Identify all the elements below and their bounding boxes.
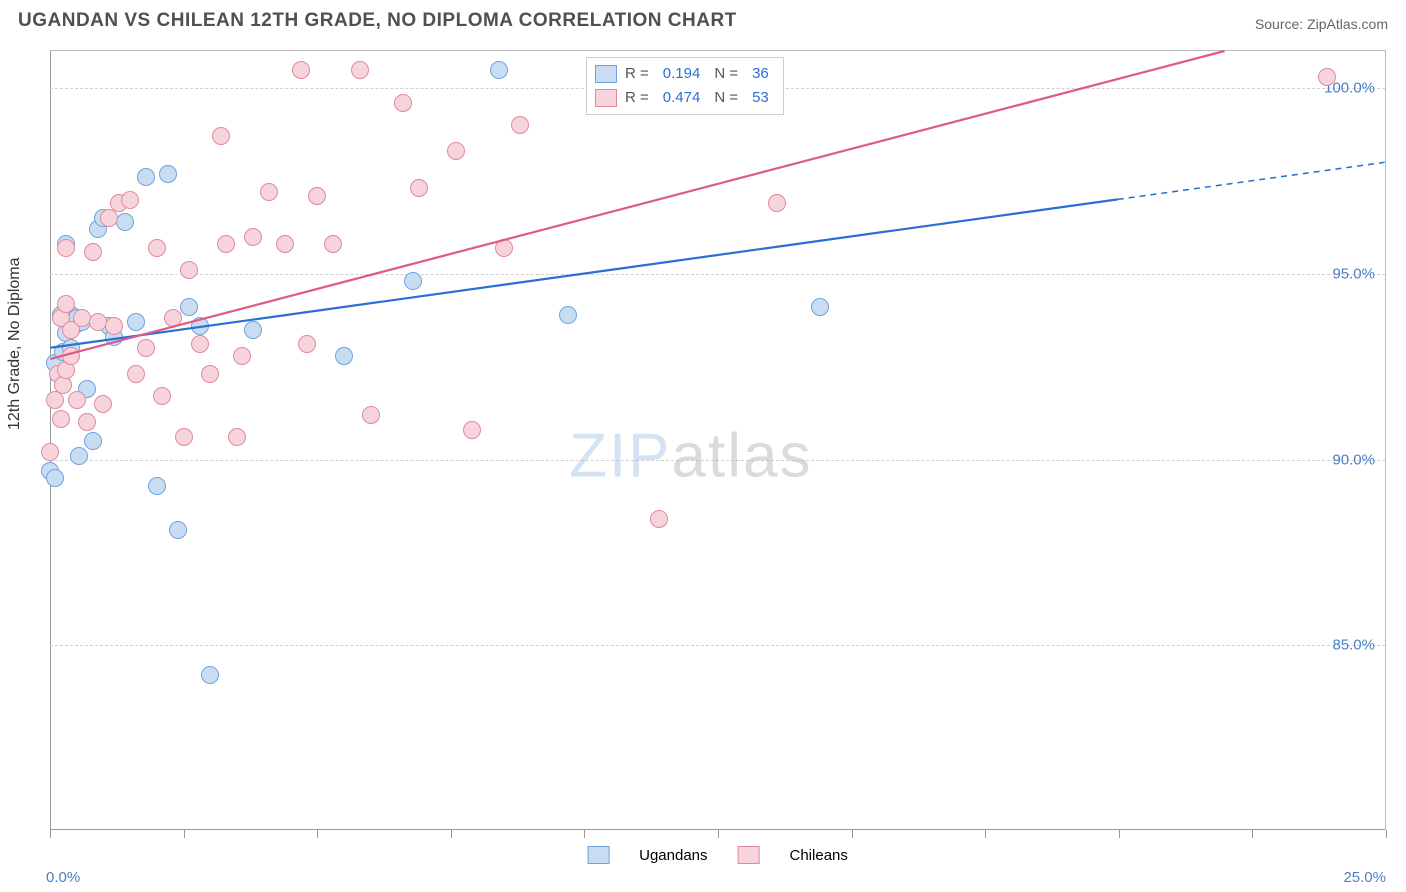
x-tick bbox=[317, 830, 318, 838]
n-label: N = bbox=[714, 62, 738, 86]
chart-title: UGANDAN VS CHILEAN 12TH GRADE, NO DIPLOM… bbox=[18, 10, 737, 32]
x-tick bbox=[584, 830, 585, 838]
n-value-chileans: 53 bbox=[752, 86, 769, 110]
stats-legend: R = 0.194 N = 36 R = 0.474 N = 53 bbox=[586, 57, 784, 115]
x-tick bbox=[1119, 830, 1120, 838]
trend-lines bbox=[50, 51, 1385, 830]
y-axis-label: 12th Grade, No Diploma bbox=[6, 257, 24, 430]
legend-label-chileans: Chileans bbox=[790, 847, 848, 864]
stats-row-chileans: R = 0.474 N = 53 bbox=[595, 86, 775, 110]
swatch-ugandans bbox=[595, 65, 617, 83]
n-value-ugandans: 36 bbox=[752, 62, 769, 86]
swatch-chileans-bottom bbox=[738, 846, 760, 864]
swatch-chileans bbox=[595, 89, 617, 107]
x-tick-label: 25.0% bbox=[1343, 869, 1386, 886]
source-label: Source: ZipAtlas.com bbox=[1255, 16, 1388, 32]
x-tick bbox=[50, 830, 51, 838]
r-value-ugandans: 0.194 bbox=[663, 62, 701, 86]
x-tick bbox=[1386, 830, 1387, 838]
r-label: R = bbox=[625, 62, 649, 86]
r-value-chileans: 0.474 bbox=[663, 86, 701, 110]
swatch-ugandans-bottom bbox=[587, 846, 609, 864]
x-tick-label: 0.0% bbox=[46, 869, 80, 886]
x-tick bbox=[1252, 830, 1253, 838]
x-tick bbox=[718, 830, 719, 838]
r-label-2: R = bbox=[625, 86, 649, 110]
x-tick bbox=[451, 830, 452, 838]
x-tick bbox=[852, 830, 853, 838]
x-tick bbox=[985, 830, 986, 838]
bottom-legend: Ugandans Chileans bbox=[587, 846, 848, 864]
stats-row-ugandans: R = 0.194 N = 36 bbox=[595, 62, 775, 86]
legend-label-ugandans: Ugandans bbox=[639, 847, 707, 864]
n-label-2: N = bbox=[714, 86, 738, 110]
chart-area: 85.0%90.0%95.0%100.0%0.0%25.0% ZIPatlas … bbox=[50, 50, 1386, 830]
x-tick bbox=[184, 830, 185, 838]
